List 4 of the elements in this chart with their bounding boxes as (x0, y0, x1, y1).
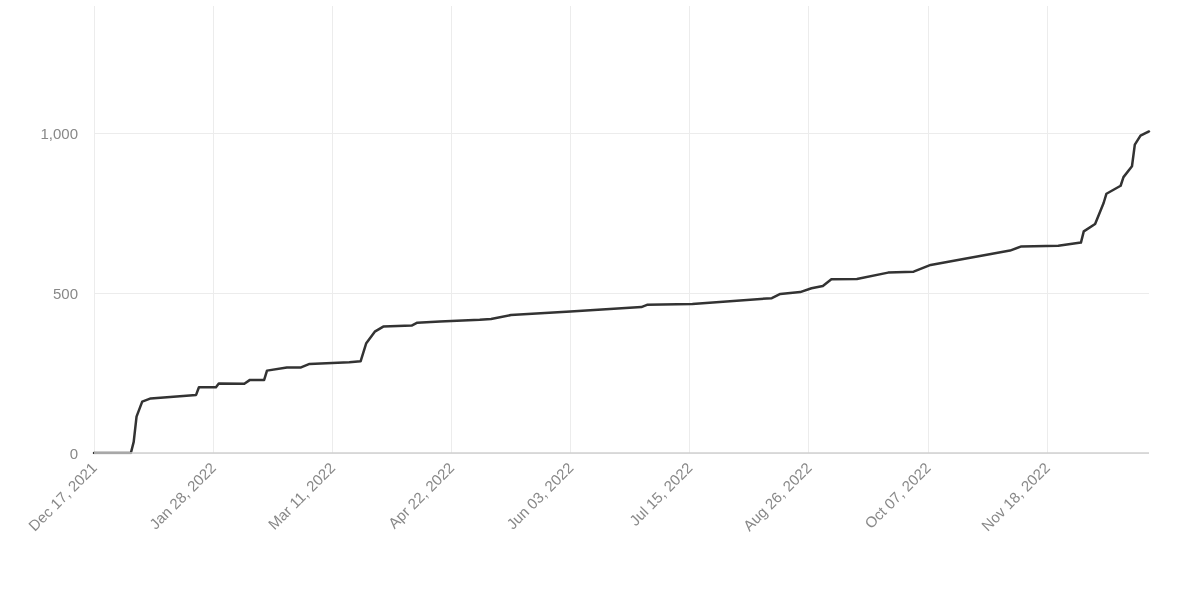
line-series (92, 130, 1151, 455)
y-tick-label: 0 (69, 444, 78, 462)
y-tick-label: 500 (52, 284, 78, 302)
y-tick-label: 1,000 (40, 125, 78, 143)
